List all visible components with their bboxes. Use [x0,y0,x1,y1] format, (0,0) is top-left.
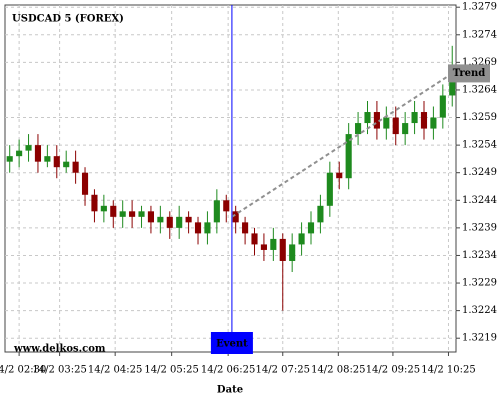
trend-label-box [448,64,490,83]
candle-body [336,172,343,179]
plot-frame [4,4,457,353]
candle-body [34,145,42,162]
candle-body [157,216,164,223]
candle-body [176,216,183,228]
candle-body [355,123,362,135]
x-tick-label: 14/2 07:25 [256,365,310,376]
event-label: Event [216,339,248,350]
candle-body [364,112,371,124]
candle-body [326,172,333,206]
candle-body [298,233,305,245]
candle-body [44,156,51,162]
candle-body [279,238,286,261]
y-tick-label: 1.3264 [462,84,497,95]
candle-body [232,211,239,223]
x-tick-label: 14/2 05:25 [144,365,198,376]
candle-body [430,117,437,129]
candle-body [72,161,79,173]
candle-body [53,156,60,168]
candle-body [194,222,202,234]
candle-body [420,112,428,129]
candle-body [147,211,154,223]
candle-body [307,222,315,234]
candle-body [439,95,446,118]
candle-body [25,145,32,151]
candle-body [110,205,117,217]
candle-body [289,244,296,261]
candle-body [402,123,409,135]
event-label-box [210,332,253,354]
trend-label: Trend [453,68,486,79]
x-axis-title: Date [217,385,243,396]
watermark: www.delkos.com [13,344,106,355]
candle-body [204,222,211,234]
candle-body [270,238,277,250]
candle-body [81,172,89,195]
y-tick-label: 1.3269 [462,57,497,68]
x-tick-label: 14/2 10:25 [421,365,475,376]
y-tick-label: 1.3234 [462,250,497,261]
candle-body [213,200,220,223]
y-tick-label: 1.3229 [462,278,497,289]
candle-body [373,112,380,129]
candle-body [392,117,399,135]
chart-title: USDCAD 5 (FOREX) [12,14,124,25]
y-tick-label: 1.3249 [462,167,497,178]
candle-body [223,200,230,212]
candle-body [449,73,456,96]
x-tick-label: 14/2 03:25 [32,365,86,376]
y-tick-label: 1.3244 [462,195,497,206]
candle-body [260,244,267,250]
candle-body [317,205,324,223]
y-tick-label: 1.3224 [462,305,497,316]
x-tick-label: 14/2 02:30 [0,365,46,376]
candle-body [119,211,126,217]
x-tick-label: 14/2 04:25 [88,365,142,376]
y-tick-label: 1.3254 [462,140,497,151]
candle-body [100,205,107,212]
candle-body [345,134,352,179]
candle-body [138,211,145,217]
x-tick-label: 14/2 06:25 [201,365,255,376]
trend-line [231,72,453,218]
candle-body [6,156,13,162]
candle-body [383,117,390,129]
y-tick-label: 1.3239 [462,222,497,233]
x-tick-label: 14/2 09:25 [366,365,420,376]
candle-body [411,112,418,124]
candle-body [242,222,249,234]
y-tick-label: 1.3219 [462,333,497,344]
candle-body [91,194,98,212]
candle-body [63,161,70,168]
candle-body [166,216,173,228]
candle-body [16,150,23,157]
y-tick-label: 1.3279 [462,2,497,13]
candle-body [251,233,258,245]
y-tick-label: 1.3274 [462,29,497,40]
candle-body [185,216,192,223]
x-tick-label: 14/2 08:25 [311,365,365,376]
candle-body [129,211,136,217]
y-tick-label: 1.3259 [462,112,497,123]
